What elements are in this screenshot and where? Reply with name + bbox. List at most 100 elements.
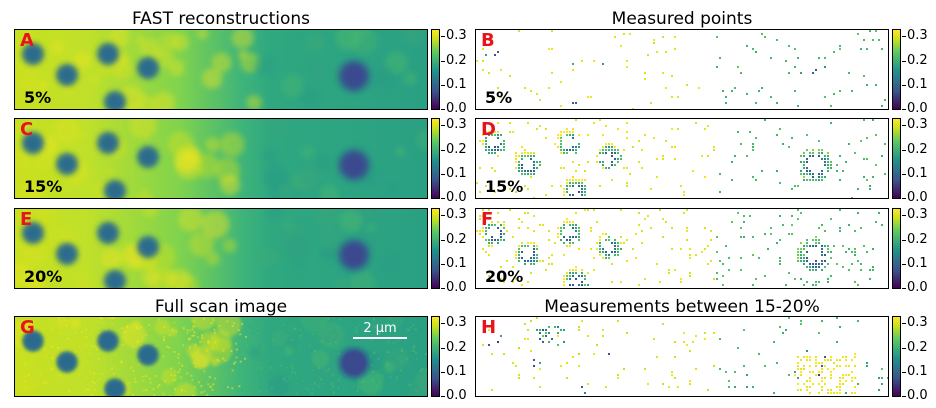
measured-point — [518, 30, 520, 32]
measured-point — [782, 332, 784, 334]
noise-speck — [279, 361, 282, 364]
ring-point — [584, 194, 586, 196]
noise-speck — [169, 394, 172, 396]
ring-point — [521, 170, 523, 172]
measured-point — [797, 218, 799, 220]
measured-point — [683, 191, 685, 193]
measured-point — [728, 257, 730, 259]
measured-point — [686, 227, 688, 229]
measured-point — [836, 170, 838, 172]
noise-speck — [306, 384, 309, 387]
noise-speck — [412, 349, 415, 352]
noise-speck — [239, 333, 242, 336]
panel-percent-b: 5% — [485, 88, 513, 107]
noise-speck — [355, 331, 358, 334]
noise-speck — [141, 375, 144, 378]
noise-speck — [411, 321, 414, 324]
ring-point — [578, 185, 580, 187]
measured-point — [716, 66, 718, 68]
noise-speck — [273, 332, 276, 335]
measured-point — [752, 146, 754, 148]
noise-speck — [282, 377, 285, 380]
noise-speck — [301, 380, 304, 383]
measured-point — [629, 173, 631, 175]
measured-point — [593, 60, 595, 62]
measured-point — [821, 224, 823, 226]
ring-point — [527, 173, 529, 175]
ring-point — [827, 167, 829, 169]
noise-speck — [67, 321, 70, 324]
measured-point — [737, 66, 739, 68]
measured-point — [866, 158, 868, 160]
noise-speck — [356, 389, 359, 392]
texture-blob — [89, 73, 101, 85]
cluster-point — [842, 356, 844, 358]
cluster-point — [842, 383, 844, 385]
texture-blob — [39, 164, 54, 179]
ring-point — [803, 257, 805, 259]
cluster-point — [557, 332, 559, 334]
texture-blob — [178, 209, 205, 233]
measured-point — [689, 257, 691, 259]
ring-point — [803, 173, 805, 175]
ring-point — [521, 164, 523, 166]
texture-blob — [189, 231, 215, 257]
ring-point — [803, 155, 805, 157]
ring-point — [824, 260, 826, 262]
cluster-point — [806, 389, 808, 391]
ring-point — [812, 269, 814, 271]
noise-speck — [57, 346, 60, 349]
texture-blob — [409, 376, 427, 396]
measured-point — [626, 239, 628, 241]
ring-point — [500, 236, 502, 238]
cluster-point — [851, 371, 853, 373]
measured-point — [884, 99, 886, 101]
measured-point — [641, 230, 643, 232]
ring-point — [485, 140, 487, 142]
panel-letter-a: A — [20, 30, 34, 51]
noise-speck — [69, 319, 72, 322]
ring-point — [818, 179, 820, 181]
measured-point — [653, 42, 655, 44]
measured-point — [665, 140, 667, 142]
texture-blob — [371, 319, 386, 334]
ring-point — [827, 158, 829, 160]
ring-point — [611, 242, 613, 244]
measured-point — [545, 269, 547, 271]
hole-feature — [139, 148, 157, 166]
measured-point — [725, 102, 727, 104]
ring-point — [611, 251, 613, 253]
noise-speck — [214, 341, 217, 344]
ring-point — [830, 161, 832, 163]
measured-point — [599, 185, 601, 187]
texture-blob — [370, 65, 395, 90]
noise-speck — [357, 386, 360, 389]
measured-point — [548, 87, 550, 89]
ring-point — [527, 242, 529, 244]
noise-speck — [112, 372, 115, 375]
ring-point — [563, 194, 565, 196]
noise-speck — [110, 367, 113, 370]
cluster-point — [845, 380, 847, 382]
measured-point — [701, 251, 703, 253]
measured-point — [761, 33, 763, 35]
colorbar-tick-label: 0.3 — [441, 207, 467, 223]
measured-point — [725, 371, 727, 373]
ring-point — [521, 242, 523, 244]
ring-point — [530, 173, 532, 175]
measured-point — [800, 323, 802, 325]
hole-feature — [106, 380, 124, 396]
ring-point — [533, 242, 535, 244]
measured-point — [512, 362, 514, 364]
measured-point — [518, 227, 520, 229]
measured-point — [752, 143, 754, 145]
noise-speck — [327, 317, 330, 320]
measured-point — [539, 224, 541, 226]
ring-point — [572, 134, 574, 136]
noise-speck — [400, 365, 403, 368]
measured-point — [575, 102, 577, 104]
ring-point — [563, 278, 565, 280]
ring-point — [821, 245, 823, 247]
measured-point — [737, 212, 739, 214]
measurements-between-title: Measurements between 15-20% — [544, 297, 820, 317]
